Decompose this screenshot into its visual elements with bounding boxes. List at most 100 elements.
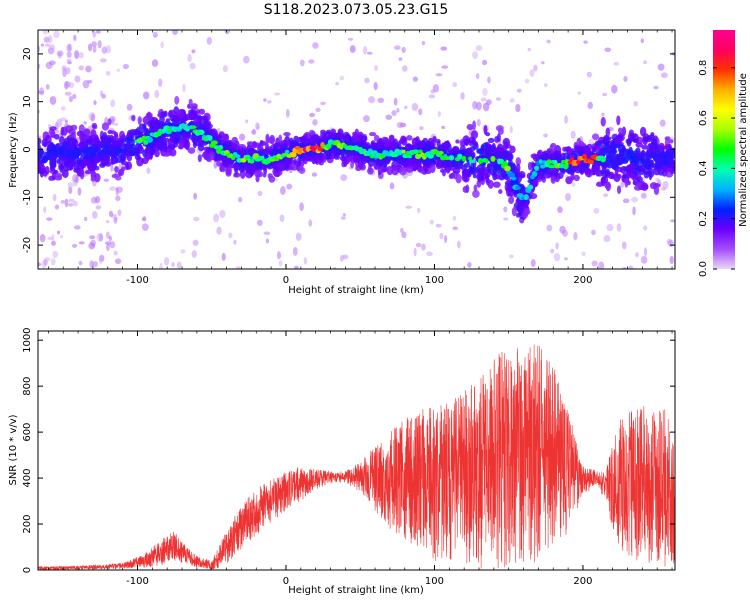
spectrogram-cell xyxy=(107,118,112,126)
spectrogram-cell xyxy=(90,113,96,122)
spectrogram-cell xyxy=(472,189,480,198)
snr-panel: -100 0 100 200 0 200 400 600 800 1000 Height of s… xyxy=(8,327,676,596)
spectrogram-cell xyxy=(71,154,79,159)
spectrogram-cell xyxy=(92,261,99,268)
spectrogram-cell xyxy=(115,186,119,196)
spectrogram-cell xyxy=(60,106,66,111)
spectrogram-cell xyxy=(278,259,283,267)
spectrogram-cell xyxy=(350,161,354,169)
spectrogram-peak xyxy=(540,164,546,169)
spectrogram-cell xyxy=(386,165,394,176)
spectrogram-cell xyxy=(648,168,655,178)
spectrogram-cell xyxy=(360,135,368,142)
spectrogram-cell xyxy=(389,141,398,150)
spectrogram-cell xyxy=(631,196,638,203)
spectrogram-peak xyxy=(600,156,606,163)
spectrogram-cell xyxy=(565,192,571,202)
spectrogram-peak xyxy=(207,135,213,142)
spectrogram-cell xyxy=(509,254,514,259)
spectrogram-cell xyxy=(56,230,61,235)
spectrogram-cell xyxy=(208,151,215,161)
spectrogram-cell xyxy=(468,136,476,144)
spectrogram-cell xyxy=(669,255,674,265)
spectrogram-cell xyxy=(621,241,627,250)
spectrogram-cell xyxy=(312,119,318,126)
spectrogram-cell xyxy=(285,108,290,118)
spectrogram-cell xyxy=(401,231,407,239)
spectrogram-cell xyxy=(639,126,647,137)
spectrogram-cell xyxy=(659,119,666,127)
spectrogram-cell xyxy=(175,114,180,122)
spectrogram-cell xyxy=(171,262,175,268)
spectrogram-cell xyxy=(274,92,280,96)
spectrogram-cell xyxy=(252,128,256,135)
spectrogram-ytick-label: -20 xyxy=(22,237,33,253)
spectrogram-cell xyxy=(455,139,460,144)
spectrogram-cell xyxy=(255,122,260,130)
spectrogram-cell xyxy=(435,223,442,228)
spectrogram-cell xyxy=(406,134,413,141)
spectrogram-cell xyxy=(457,240,461,249)
spectrogram-cell xyxy=(627,265,634,269)
spectrogram-peak xyxy=(502,161,509,167)
spectrogram-cell xyxy=(286,183,293,190)
spectrogram-cell xyxy=(482,88,488,96)
spectrogram-cell xyxy=(90,129,97,139)
spectrogram-cell xyxy=(591,133,600,141)
spectrogram-cell xyxy=(88,43,93,52)
spectrogram-cell xyxy=(550,175,557,184)
spectrogram-cell xyxy=(603,193,609,198)
spectrogram-cell xyxy=(213,160,218,169)
spectrogram-cell xyxy=(621,126,627,137)
spectrogram-cell xyxy=(59,145,64,154)
spectrogram-cell xyxy=(74,75,81,83)
spectrogram-cell xyxy=(640,255,648,264)
snr-ytick-label: 0 xyxy=(22,567,33,573)
spectrogram-cell xyxy=(191,250,197,258)
spectrogram-cell xyxy=(38,152,43,157)
spectrogram-cell xyxy=(508,196,515,205)
spectrogram-cell xyxy=(60,117,67,122)
spectrogram-cell xyxy=(628,146,633,154)
spectrogram-cell xyxy=(330,149,338,154)
spectrogram-cell xyxy=(435,158,443,168)
spectrogram-cell xyxy=(476,118,481,127)
spectrogram-cell xyxy=(266,150,272,155)
spectrogram-cell xyxy=(178,139,185,150)
spectrogram-cell xyxy=(421,243,426,251)
spectrogram-cell xyxy=(467,262,472,268)
spectrogram-cell xyxy=(162,142,168,151)
spectrogram-peak xyxy=(468,159,476,164)
spectrogram-cell xyxy=(290,163,299,171)
spectrogram-cell xyxy=(487,137,495,144)
spectrogram-cell xyxy=(295,232,302,241)
spectrogram-cell xyxy=(475,73,480,80)
spectrogram-xlabel: Height of straight line (km) xyxy=(288,285,424,296)
spectrogram-cell xyxy=(168,109,176,116)
spectrogram-cell xyxy=(670,160,675,165)
spectrogram-cell xyxy=(509,98,515,103)
spectrogram-cell xyxy=(299,202,304,212)
spectrogram-cell xyxy=(106,242,110,252)
spectrogram-cell xyxy=(41,156,48,164)
spectrogram-cell xyxy=(474,141,479,147)
spectrogram-cell xyxy=(93,100,97,106)
spectrogram-cell xyxy=(584,168,592,175)
spectrogram-cell xyxy=(274,177,278,182)
spectrogram-cell xyxy=(640,192,647,199)
spectrogram-cell xyxy=(363,46,367,55)
spectrogram-cell xyxy=(541,167,549,174)
spectrogram-cell xyxy=(152,31,158,38)
spectrogram-peak xyxy=(534,165,540,171)
spectrogram-cell xyxy=(309,112,315,118)
spectrogram-cell xyxy=(299,59,305,67)
spectrogram-cell xyxy=(432,136,437,141)
spectrogram-cell xyxy=(96,233,103,242)
spectrogram-cell xyxy=(475,101,482,111)
spectrogram-cell xyxy=(588,138,594,146)
snr-ytick-label: 800 xyxy=(22,377,33,396)
spectrogram-peak xyxy=(546,159,552,165)
spectrogram-cell xyxy=(553,252,561,262)
colorbar-ticks: 0.0 0.2 0.4 0.6 0.8 xyxy=(698,60,735,277)
spectrogram-peak xyxy=(548,164,555,169)
